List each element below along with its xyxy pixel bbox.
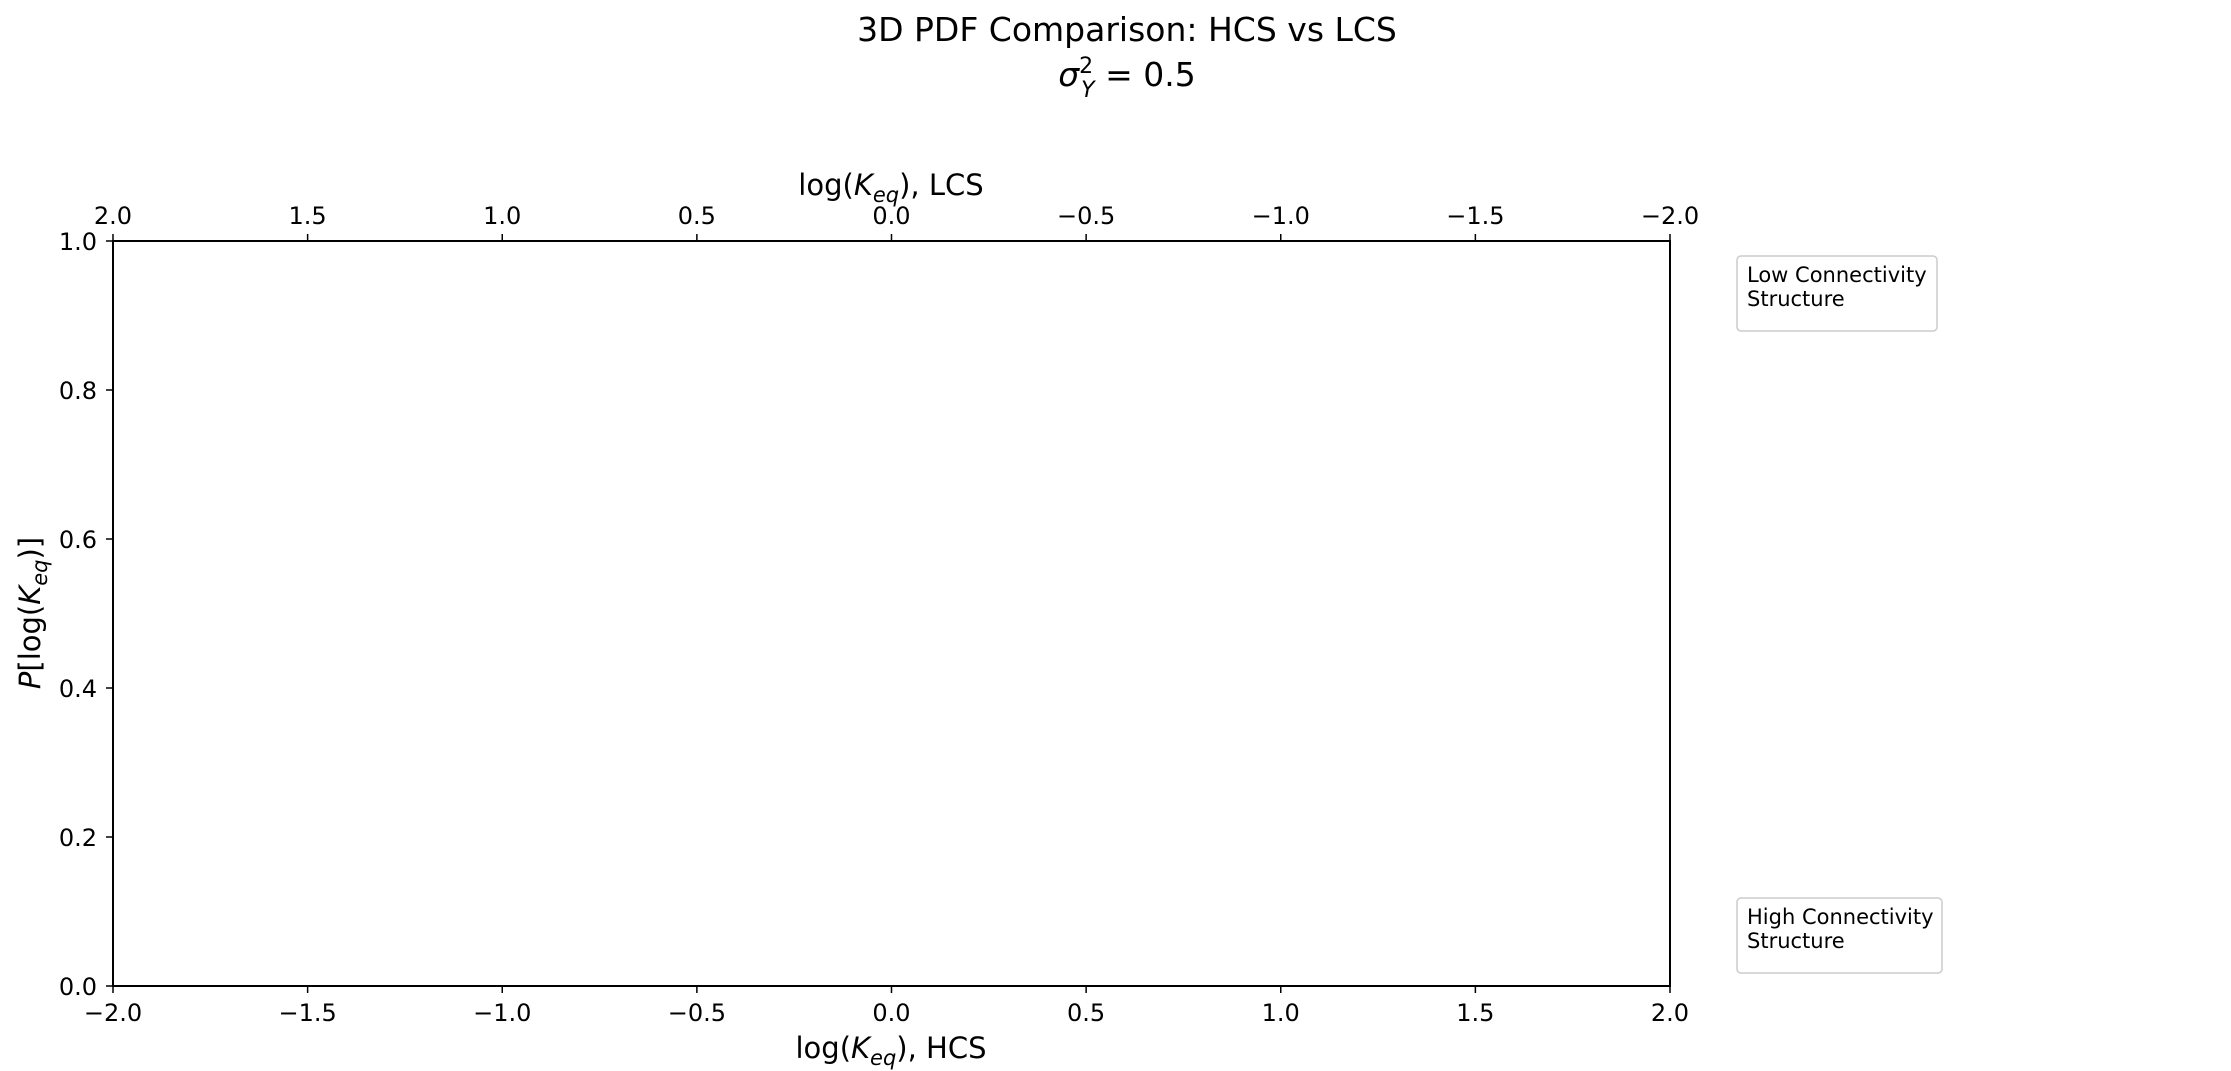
legend-low-box (1736, 255, 1938, 332)
x-tick-label-top: 1.0 (483, 202, 521, 230)
x-tick-label-bottom: −0.5 (668, 999, 726, 1027)
ylabel-sub: eq (28, 560, 52, 586)
label-var: K (851, 1031, 872, 1065)
legend-high-line-2: Structure (1747, 929, 1845, 953)
label-post: ), LCS (899, 168, 984, 202)
subtitle-rest: = 0.5 (1095, 55, 1196, 94)
x-tick-label-bottom: 1.5 (1456, 999, 1494, 1027)
label-var: K (854, 168, 875, 202)
y-tick-label: 0.0 (59, 973, 97, 1001)
legend-low-line-2: Structure (1747, 287, 1845, 311)
chart-subtitle: σ2 Y = 0.5 (1058, 54, 1196, 103)
x-tick-label-top: 0.0 (872, 202, 910, 230)
ylabel-mid: [log( (13, 605, 47, 672)
y-axis-label: P[log(Keq)] (13, 537, 52, 689)
x-tick-label-bottom: −2.0 (84, 999, 142, 1027)
subtitle-sub: Y (1081, 78, 1096, 103)
x-tick-label-top: −2.0 (1641, 202, 1699, 230)
x-tick-label-top: −1.0 (1252, 202, 1310, 230)
x-tick-label-top: 0.5 (678, 202, 716, 230)
y-tick-label: 0.8 (59, 377, 97, 405)
y-tick-label: 0.2 (59, 824, 97, 852)
ylabel-var: K (13, 584, 47, 605)
x-axis-label-hcs: log(Keq), HCS (795, 1031, 986, 1070)
subtitle-sigma: σ (1058, 55, 1080, 94)
label-post: ), HCS (896, 1031, 986, 1065)
ylabel-post: )] (13, 537, 47, 560)
legend-high-connectivity: High Connectivity Structure (1736, 897, 1943, 974)
x-tick-label-bottom: 0.5 (1067, 999, 1105, 1027)
y-tick-label: 1.0 (59, 228, 97, 256)
bottom-x-axis: −2.0 −1.5 −1.0 −0.5 0.0 0.5 1.0 1.5 2.0 (84, 986, 1689, 1027)
x-tick-label-top: 2.0 (94, 202, 132, 230)
x-tick-label-top: −1.5 (1446, 202, 1504, 230)
legend-high-line-1: High Connectivity (1747, 905, 1934, 929)
label-pre: log( (798, 168, 854, 202)
y-tick-label: 0.6 (59, 526, 97, 554)
legend-low-line-1: Low Connectivity (1747, 263, 1927, 287)
y-axis: 0.0 0.2 0.4 0.6 0.8 1.0 (59, 228, 113, 1001)
x-tick-label-bottom: −1.0 (473, 999, 531, 1027)
chart-title: 3D PDF Comparison: HCS vs LCS (857, 10, 1397, 49)
x-tick-label-bottom: 2.0 (1651, 999, 1689, 1027)
x-tick-label-top: 1.5 (289, 202, 327, 230)
x-axis-label-lcs: log(Keq), LCS (798, 168, 983, 207)
ylabel-pre: P (13, 671, 47, 689)
x-tick-label-bottom: 0.0 (872, 999, 910, 1027)
legend-low-connectivity: Low Connectivity Structure (1736, 255, 1938, 332)
x-tick-label-bottom: −1.5 (278, 999, 336, 1027)
label-sub: eq (873, 183, 899, 207)
plot-area-frame (112, 240, 1671, 987)
subtitle-sup: 2 (1079, 54, 1093, 79)
label-sub: eq (870, 1046, 896, 1070)
label-pre: log( (795, 1031, 851, 1065)
x-tick-label-top: −0.5 (1057, 202, 1115, 230)
x-tick-label-bottom: 1.0 (1262, 999, 1300, 1027)
legend-high-box (1736, 897, 1943, 974)
y-tick-label: 0.4 (59, 675, 97, 703)
top-x-axis: 2.0 1.5 1.0 0.5 0.0 −0.5 −1.0 −1.5 −2.0 (94, 202, 1699, 241)
